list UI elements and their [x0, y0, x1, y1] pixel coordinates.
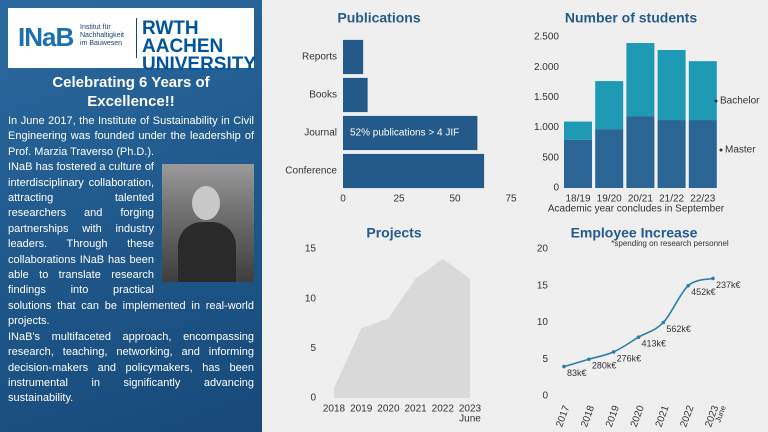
logo-institute: Institut für Nachhaltigkeit im Bauwesen: [80, 24, 124, 47]
y-tick-label: 10: [305, 293, 317, 304]
paragraph: In June 2017, the Institute of Sustainab…: [8, 115, 254, 158]
portrait-photo: [162, 164, 254, 283]
legend-label: Master: [725, 145, 756, 156]
chart-title: Projects: [366, 225, 421, 241]
data-annotation: 276k€: [617, 353, 642, 363]
y-tick-label: Journal: [304, 128, 337, 139]
x-tick-label: 25: [393, 194, 405, 205]
point: [611, 350, 616, 354]
point: [636, 335, 641, 340]
data-annotation: 452k€: [691, 287, 716, 297]
y-tick-label: Books: [309, 90, 337, 101]
x-tick-label: 2021: [654, 404, 672, 429]
paragraph: INaB has fostered a culture of interdisc…: [8, 161, 254, 328]
y-tick-label: 0: [310, 393, 316, 404]
x-tick-label: 2018: [579, 404, 597, 429]
y-tick-label: 0: [553, 183, 559, 194]
bar-segment: [595, 81, 624, 130]
bar: [343, 153, 485, 189]
data-annotation: 413k€: [642, 339, 667, 349]
bar: [343, 39, 364, 75]
bar-segment: [564, 121, 592, 140]
y-tick-label: 1.000: [534, 122, 559, 133]
point: [661, 320, 666, 325]
data-annotation: 280k€: [592, 361, 617, 371]
y-tick-label: 2.000: [534, 62, 559, 73]
subtitle: *spending on research personnel: [611, 239, 729, 248]
y-tick-label: 500: [542, 152, 559, 163]
sidebar: INaB Institut für Nachhaltigkeit im Bauw…: [0, 0, 262, 432]
logo-separator: [136, 18, 137, 58]
chart-title: Number of students: [565, 10, 697, 26]
bar-segment: [657, 120, 686, 188]
y-tick-label: 5: [542, 354, 548, 365]
x-tick-label: 22/23: [690, 194, 715, 205]
point: [562, 364, 566, 369]
x-tick-label: 21/22: [659, 194, 684, 205]
legend-label: Bachelor: [720, 96, 760, 107]
y-tick-label: Reports: [302, 52, 337, 63]
x-tick-label: 2022: [432, 404, 455, 415]
x-axis-label: Academic year concludes in September: [548, 204, 725, 215]
y-tick-label: 20: [537, 244, 549, 255]
x-tick-label: 2019: [350, 404, 373, 415]
legend-marker: [719, 148, 723, 152]
y-tick-label: 15: [537, 280, 549, 291]
logo-short: INaB: [18, 22, 74, 52]
annotation: 52% publications > 4 JIF: [350, 128, 459, 139]
paragraph: INaB's multifaceted approach, encompassi…: [8, 330, 254, 405]
bar: [343, 77, 368, 113]
bar-segment: [688, 120, 717, 188]
x-tick-label: 2022: [679, 404, 697, 429]
y-tick-label: 15: [305, 244, 317, 255]
chart-title: Publications: [337, 10, 420, 26]
y-tick-label: 2.500: [534, 32, 559, 43]
y-tick-label: 5: [310, 343, 316, 354]
legend-marker: [714, 99, 718, 103]
x-tick-label: 75: [505, 194, 517, 205]
heading: Celebrating 6 Years of Excellence!!: [52, 74, 210, 110]
x-tick-note: June: [459, 414, 481, 425]
point: [686, 283, 690, 288]
x-tick-label: 2020: [629, 404, 647, 429]
bar-segment: [626, 116, 655, 188]
area: [334, 258, 470, 398]
y-tick-label: 0: [542, 391, 548, 402]
x-tick-label: 50: [449, 194, 461, 205]
x-tick-label: 2023: [459, 404, 482, 415]
y-tick-label: 1.500: [534, 92, 559, 103]
x-tick-label: 2021: [404, 404, 427, 415]
y-tick-label: 10: [537, 317, 549, 328]
point: [587, 357, 591, 362]
bar-segment: [657, 49, 686, 121]
x-tick-label: 0: [340, 194, 346, 205]
x-tick-label: 19/20: [597, 194, 622, 205]
bar-segment: [564, 139, 592, 188]
x-tick-label: 2017: [554, 404, 572, 429]
bar-segment: [688, 61, 717, 121]
data-annotation: 83k€: [567, 368, 587, 378]
x-tick-label: 2020: [377, 404, 400, 415]
data-annotation: 237k€: [716, 280, 741, 290]
x-tick-label: 18/19: [565, 194, 590, 205]
x-tick-label: 2019: [604, 404, 622, 429]
x-tick-label: 20/21: [628, 194, 653, 205]
chart-title: Employee Increase: [571, 225, 698, 241]
point: [711, 276, 715, 281]
y-tick-label: Conference: [285, 166, 337, 177]
logo-university: RWTH AACHEN UNIVERSITY: [142, 18, 257, 75]
bar-segment: [595, 129, 624, 188]
bar-segment: [626, 43, 655, 117]
data-annotation: 562k€: [666, 324, 691, 334]
x-tick-label: 2018: [323, 404, 346, 415]
bar: [343, 115, 478, 151]
logo: INaB Institut für Nachhaltigkeit im Bauw…: [8, 8, 256, 74]
